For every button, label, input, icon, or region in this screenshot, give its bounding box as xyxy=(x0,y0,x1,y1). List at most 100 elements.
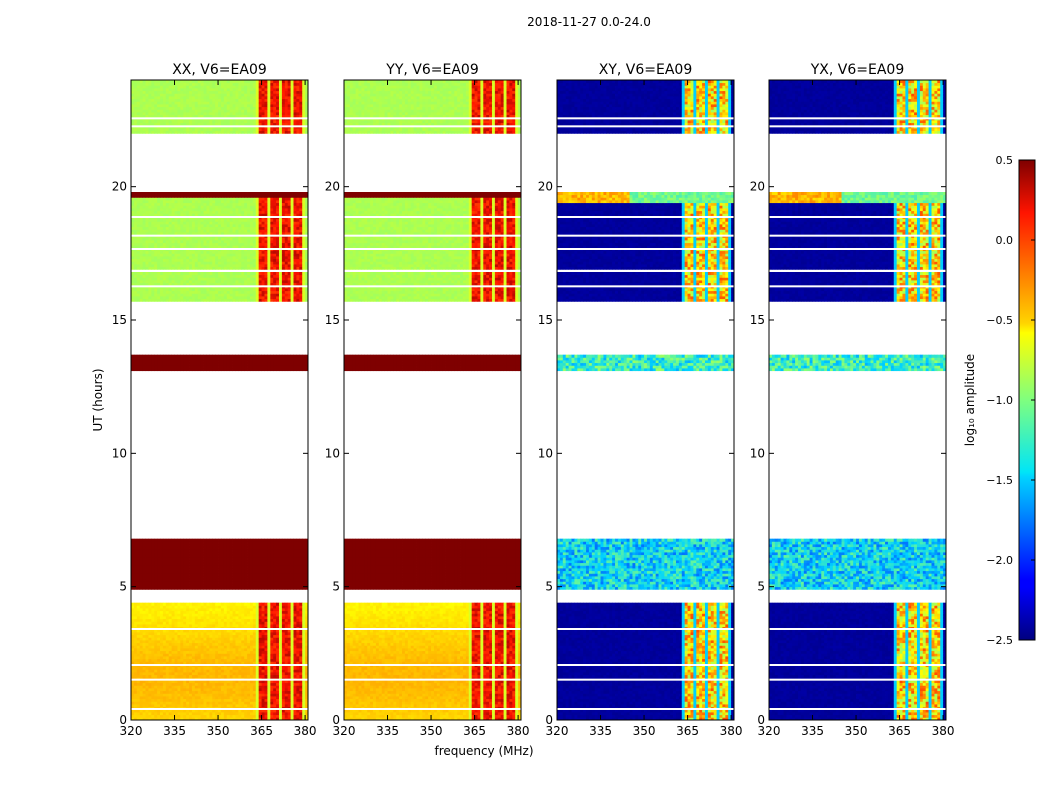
y-tick-label: 10 xyxy=(750,446,765,460)
colorbar-tick-label: −0.5 xyxy=(986,314,1013,327)
flag-line xyxy=(344,664,521,666)
panel-xx: XX, V6=EA09 320 335 350 365 380 0 5 10 15 20 xyxy=(112,62,317,738)
x-tick-label: 380 xyxy=(294,724,317,738)
flag-line xyxy=(344,248,521,250)
flag-line xyxy=(344,234,521,237)
y-tick-label: 0 xyxy=(757,713,765,727)
flag-line xyxy=(131,216,308,218)
y-tick-label: 15 xyxy=(325,313,340,327)
flag-line xyxy=(557,234,734,237)
x-axis-label: frequency (MHz) xyxy=(434,744,533,758)
flag-line xyxy=(344,628,521,630)
flag-line xyxy=(344,125,521,128)
colorbar-tick-label: −1.5 xyxy=(986,474,1013,487)
heatmap-cells xyxy=(344,80,521,720)
colorbar-tick-label: −2.5 xyxy=(986,634,1013,647)
y-tick-label: 5 xyxy=(757,580,765,594)
y-tick-label: 20 xyxy=(538,180,553,194)
flag-line xyxy=(131,117,308,120)
panel-xy: XY, V6=EA09 320 335 350 365 380 0 5 10 15 20 xyxy=(538,62,743,738)
x-tick-label: 320 xyxy=(546,724,569,738)
flag-line xyxy=(769,285,946,288)
panel-title: XY, V6=EA09 xyxy=(599,62,693,78)
y-tick-label: 10 xyxy=(325,446,340,460)
flag-line xyxy=(131,628,308,630)
figure-title: 2018-11-27 0.0-24.0 xyxy=(527,15,651,29)
flag-line xyxy=(557,678,734,681)
x-tick-label: 365 xyxy=(463,724,486,738)
flag-line xyxy=(131,664,308,666)
colorbar-tick-label: −2.0 xyxy=(986,554,1013,567)
flag-line xyxy=(344,285,521,288)
flag-line xyxy=(769,117,946,120)
x-tick-label: 335 xyxy=(163,724,186,738)
panel-title: YY, V6=EA09 xyxy=(385,62,478,78)
flag-line xyxy=(131,234,308,237)
x-tick-label: 365 xyxy=(888,724,911,738)
flag-line xyxy=(557,628,734,630)
y-tick-label: 15 xyxy=(750,313,765,327)
x-tick-label: 365 xyxy=(250,724,273,738)
y-tick-label: 5 xyxy=(332,580,340,594)
flag-line xyxy=(557,125,734,128)
x-tick-label: 350 xyxy=(845,724,868,738)
y-tick-label: 10 xyxy=(112,446,127,460)
colorbar-ticks: 0.5 0.0 −0.5 −1.0 −1.5 −2.0 −2.5 xyxy=(986,154,1035,647)
flag-line xyxy=(769,628,946,630)
y-tick-label: 0 xyxy=(332,713,340,727)
flag-line xyxy=(131,248,308,250)
flag-line xyxy=(131,708,308,710)
heatmap-cells xyxy=(131,80,308,720)
x-tick-label: 320 xyxy=(758,724,781,738)
flag-line xyxy=(557,708,734,710)
y-tick-label: 0 xyxy=(119,713,127,727)
panel-yy: YY, V6=EA09 320 335 350 365 380 0 5 10 15 20 xyxy=(325,62,530,738)
flag-line xyxy=(557,285,734,288)
y-axis-label: UT (hours) xyxy=(91,368,105,431)
x-tick-label: 350 xyxy=(207,724,230,738)
x-tick-label: 380 xyxy=(932,724,955,738)
x-tick-label: 320 xyxy=(333,724,356,738)
x-tick-label: 380 xyxy=(720,724,743,738)
heatmap-cells xyxy=(769,80,946,720)
y-tick-label: 20 xyxy=(750,180,765,194)
flag-line xyxy=(344,216,521,218)
flag-line xyxy=(344,708,521,710)
colorbar-tick-label: −1.0 xyxy=(986,394,1013,407)
x-tick-label: 350 xyxy=(633,724,656,738)
flag-line xyxy=(557,664,734,666)
flag-line xyxy=(769,248,946,250)
colorbar: 0.5 0.0 −0.5 −1.0 −1.5 −2.0 −2.5 log₁₀ amplitu… xyxy=(963,154,1036,647)
colorbar-tick-label: 0.5 xyxy=(996,154,1014,167)
y-tick-label: 5 xyxy=(119,580,127,594)
x-tick-label: 335 xyxy=(801,724,824,738)
plot-frame xyxy=(556,79,735,721)
flag-line xyxy=(769,216,946,218)
x-tick-label: 350 xyxy=(420,724,443,738)
y-tick-label: 5 xyxy=(545,580,553,594)
y-tick-label: 15 xyxy=(538,313,553,327)
flag-line xyxy=(344,678,521,681)
panel-title: XX, V6=EA09 xyxy=(172,62,267,78)
y-tick-label: 10 xyxy=(538,446,553,460)
x-tick-label: 365 xyxy=(676,724,699,738)
flag-line xyxy=(557,248,734,250)
colorbar-label: log₁₀ amplitude xyxy=(963,354,977,446)
flag-line xyxy=(131,285,308,288)
flag-line xyxy=(557,216,734,218)
y-tick-label: 0 xyxy=(545,713,553,727)
flag-line xyxy=(769,678,946,681)
plot-frame xyxy=(130,79,309,721)
heatmap-cells xyxy=(557,80,734,720)
x-tick-label: 380 xyxy=(507,724,530,738)
x-tick-label: 335 xyxy=(589,724,612,738)
colorbar-tick-label: 0.0 xyxy=(996,234,1014,247)
flag-line xyxy=(769,234,946,237)
flag-line xyxy=(769,708,946,710)
flag-line xyxy=(344,117,521,120)
plot-frame xyxy=(343,79,522,721)
flag-line xyxy=(769,125,946,128)
flag-line xyxy=(557,117,734,120)
flag-line xyxy=(131,125,308,128)
